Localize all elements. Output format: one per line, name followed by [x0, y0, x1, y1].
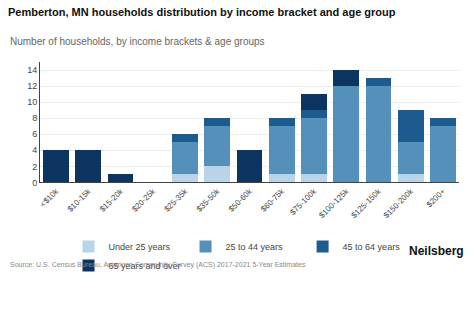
svg-text:<$10k: <$10k [38, 186, 61, 209]
svg-text:65 years and over: 65 years and over [109, 261, 181, 271]
svg-text:$25-35k: $25-35k [162, 186, 190, 214]
svg-text:0: 0 [32, 178, 37, 188]
svg-text:$200+: $200+ [425, 187, 447, 209]
svg-text:$150-200k: $150-200k [382, 186, 416, 220]
svg-text:Number of households, by incom: Number of households, by income brackets… [10, 36, 265, 47]
svg-text:2: 2 [32, 162, 37, 172]
svg-text:14: 14 [27, 65, 37, 75]
svg-text:$75-100k: $75-100k [288, 186, 319, 217]
svg-text:45 to 64 years: 45 to 64 years [343, 242, 401, 252]
svg-text:$125-150k: $125-150k [350, 186, 384, 220]
svg-text:$15-20k: $15-20k [98, 186, 126, 214]
svg-text:$60-75k: $60-75k [259, 186, 287, 214]
svg-text:$100-125k: $100-125k [317, 186, 351, 220]
svg-text:Source: U.S. Census Bureau, Am: Source: U.S. Census Bureau, American Com… [10, 261, 306, 269]
svg-text:Neilsberg: Neilsberg [409, 244, 464, 258]
svg-text:25 to 44 years: 25 to 44 years [226, 242, 284, 252]
svg-text:$35-50k: $35-50k [195, 186, 223, 214]
svg-text:Pemberton, MN households distr: Pemberton, MN households distribution by… [8, 6, 396, 18]
svg-text:4: 4 [32, 145, 37, 155]
svg-text:8: 8 [32, 113, 37, 123]
svg-text:$10-15k: $10-15k [66, 186, 94, 214]
svg-text:6: 6 [32, 129, 37, 139]
svg-text:$50-60k: $50-60k [227, 186, 255, 214]
svg-text:10: 10 [27, 97, 37, 107]
svg-text:$20-25k: $20-25k [130, 186, 158, 214]
svg-text:Under 25 years: Under 25 years [109, 242, 171, 252]
svg-text:12: 12 [27, 81, 37, 91]
